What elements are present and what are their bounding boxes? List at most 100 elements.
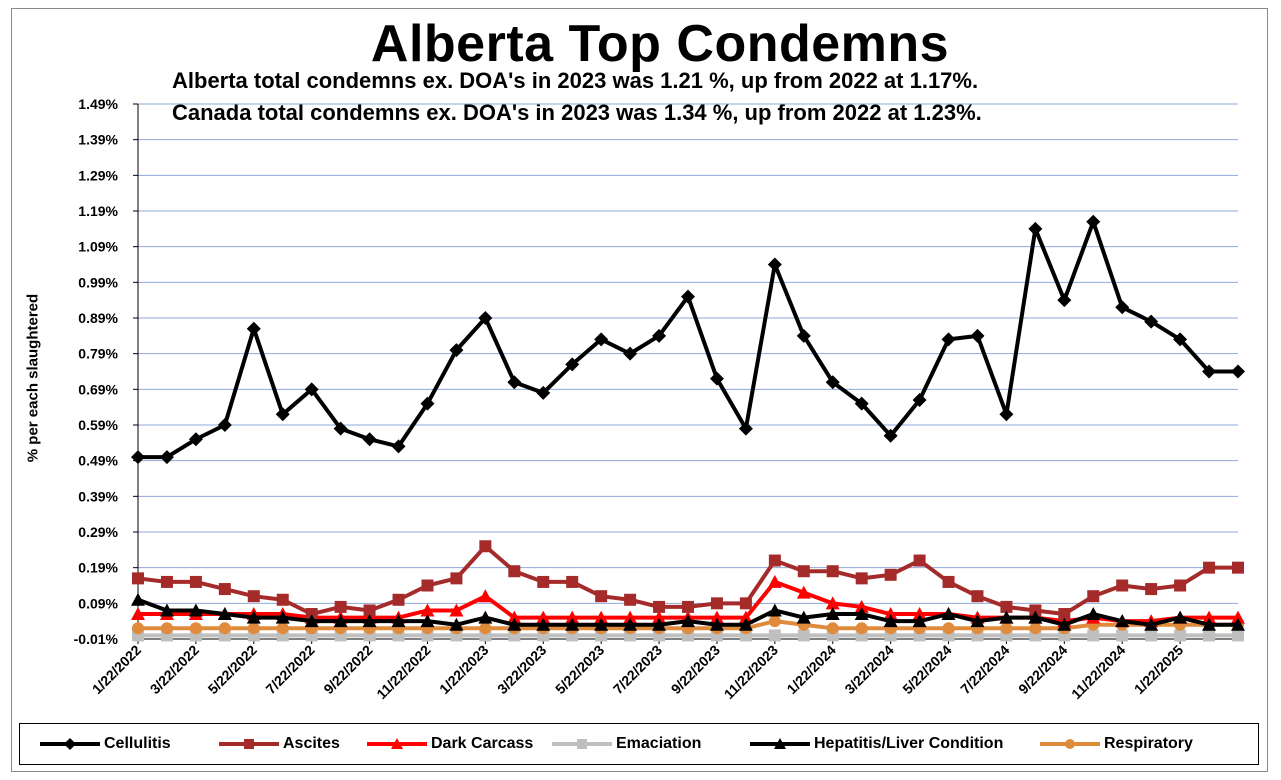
data-point-emaciation — [1174, 629, 1187, 642]
data-point-hepatitis-liver-condition — [217, 607, 232, 621]
data-point-cellulitis — [217, 418, 232, 432]
data-point-hepatitis-liver-condition — [159, 603, 174, 617]
data-point-hepatitis-liver-condition — [941, 607, 956, 621]
data-point-emaciation — [1232, 629, 1244, 642]
data-point-dark-carcass — [536, 610, 551, 624]
data-point-hepatitis-liver-condition — [825, 607, 840, 621]
data-point-ascites — [132, 572, 144, 585]
data-point-dark-carcass — [594, 610, 609, 624]
data-point-cellulitis — [304, 382, 319, 397]
data-point-dark-carcass — [825, 596, 840, 610]
data-point-dark-carcass — [738, 610, 753, 624]
data-point-respiratory — [1000, 622, 1013, 635]
data-point-hepatitis-liver-condition — [738, 617, 753, 631]
data-point-cellulitis — [883, 428, 898, 443]
data-point-ascites — [450, 572, 463, 585]
data-point-hepatitis-liver-condition — [478, 610, 493, 624]
x-tick-label: 1/22/2024 — [783, 642, 839, 698]
data-point-emaciation — [1087, 629, 1100, 642]
x-tick-label: 7/22/2023 — [610, 642, 666, 698]
data-point-respiratory — [247, 622, 260, 635]
data-point-dark-carcass — [883, 607, 898, 621]
data-point-cellulitis — [275, 407, 290, 422]
data-point-respiratory — [189, 622, 202, 635]
data-point-cellulitis — [1115, 300, 1130, 315]
data-point-ascites — [942, 575, 955, 588]
data-point-respiratory — [218, 622, 231, 635]
data-point-cellulitis — [854, 396, 869, 411]
x-tick-label: 3/22/2024 — [841, 642, 897, 698]
legend-swatch-emaciation — [552, 739, 612, 749]
x-tick-label: 3/22/2022 — [147, 642, 203, 698]
data-point-dark-carcass — [767, 574, 782, 588]
chart-subtitle-canada: Canada total condemns ex. DOA's in 2023 … — [172, 100, 982, 125]
data-point-ascites — [305, 608, 318, 621]
data-point-cellulitis — [1057, 293, 1072, 308]
data-point-hepatitis-liver-condition — [970, 614, 985, 628]
legend-swatch-marker — [391, 738, 403, 749]
data-point-ascites — [160, 575, 173, 588]
legend-item-respiratory: Respiratory — [1038, 724, 1193, 764]
y-tick-label: 1.19% — [78, 203, 118, 219]
data-point-ascites — [1203, 561, 1216, 574]
legend-swatch-respiratory — [1040, 739, 1100, 749]
data-point-cellulitis — [362, 432, 377, 447]
data-point-hepatitis-liver-condition — [854, 607, 869, 621]
data-point-cellulitis — [131, 450, 145, 465]
data-point-ascites — [1087, 590, 1100, 603]
data-point-hepatitis-liver-condition — [1144, 617, 1159, 631]
legend-label: Hepatitis/Liver Condition — [814, 735, 1004, 752]
x-tick-label: 11/22/2024 — [1068, 642, 1128, 702]
chart-subtitle-alberta: Alberta total condemns ex. DOA's in 2023… — [172, 68, 979, 93]
data-point-cellulitis — [767, 257, 782, 272]
data-point-cellulitis — [709, 371, 724, 386]
data-point-ascites — [682, 600, 694, 613]
series-lines — [131, 214, 1245, 642]
x-tick-label: 1/22/2025 — [1131, 642, 1187, 698]
series-hepatitis-liver-condition — [131, 592, 1245, 631]
data-point-ascites — [1116, 579, 1129, 592]
data-point-hepatitis-liver-condition — [362, 614, 377, 628]
y-tick-label: 0.39% — [78, 488, 118, 504]
legend-item-cellulitis: Cellulitis — [38, 724, 171, 764]
data-point-respiratory — [855, 622, 868, 635]
data-point-cellulitis — [970, 328, 985, 343]
x-tick-label: 9/22/2023 — [668, 642, 724, 698]
series-ascites — [132, 540, 1244, 621]
y-tick-label: 0.49% — [78, 453, 118, 469]
x-tick-labels: 1/22/2022 3/22/2022 5/22/2022 7/22/2022 9/22… — [89, 642, 1187, 702]
data-point-ascites — [218, 583, 231, 596]
data-point-respiratory — [479, 622, 492, 635]
y-tick-label: 0.89% — [78, 310, 118, 326]
legend-swatch-dark-carcass — [367, 738, 427, 749]
y-tick-label: 1.39% — [78, 132, 118, 148]
data-point-cellulitis — [391, 439, 406, 454]
legend-swatch-marker — [64, 738, 76, 750]
data-point-ascites — [537, 575, 550, 588]
data-point-emaciation — [1203, 629, 1216, 642]
data-point-cellulitis — [796, 328, 811, 343]
data-point-dark-carcass — [709, 610, 724, 624]
data-point-cellulitis — [738, 421, 753, 436]
line-chart: 1.49% 1.39% 1.29% 1.19% 1.09% 0.99% 0.89% 0.79%… — [74, 96, 1245, 702]
data-point-hepatitis-liver-condition — [275, 610, 290, 624]
data-point-ascites — [189, 575, 202, 588]
y-tick-label: 0.59% — [78, 417, 118, 433]
data-point-hepatitis-liver-condition — [565, 617, 580, 631]
data-point-cellulitis — [565, 357, 580, 372]
data-point-ascites — [334, 600, 347, 613]
data-point-hepatitis-liver-condition — [883, 614, 898, 628]
legend-label: Respiratory — [1104, 735, 1193, 752]
x-tick-label: 11/22/2022 — [373, 642, 433, 702]
data-point-dark-carcass — [449, 603, 464, 617]
data-point-hepatitis-liver-condition — [796, 610, 811, 624]
data-point-hepatitis-liver-condition — [1115, 614, 1130, 628]
y-tick-labels: 1.49% 1.39% 1.29% 1.19% 1.09% 0.99% 0.89% 0.79%… — [74, 96, 119, 647]
data-point-respiratory — [160, 622, 173, 635]
data-point-cellulitis — [246, 321, 261, 336]
data-point-emaciation — [797, 629, 810, 642]
y-tick-label: 0.09% — [78, 595, 118, 611]
x-tick-label: 5/22/2022 — [205, 642, 261, 698]
data-point-ascites — [855, 572, 868, 585]
data-point-hepatitis-liver-condition — [652, 617, 667, 631]
